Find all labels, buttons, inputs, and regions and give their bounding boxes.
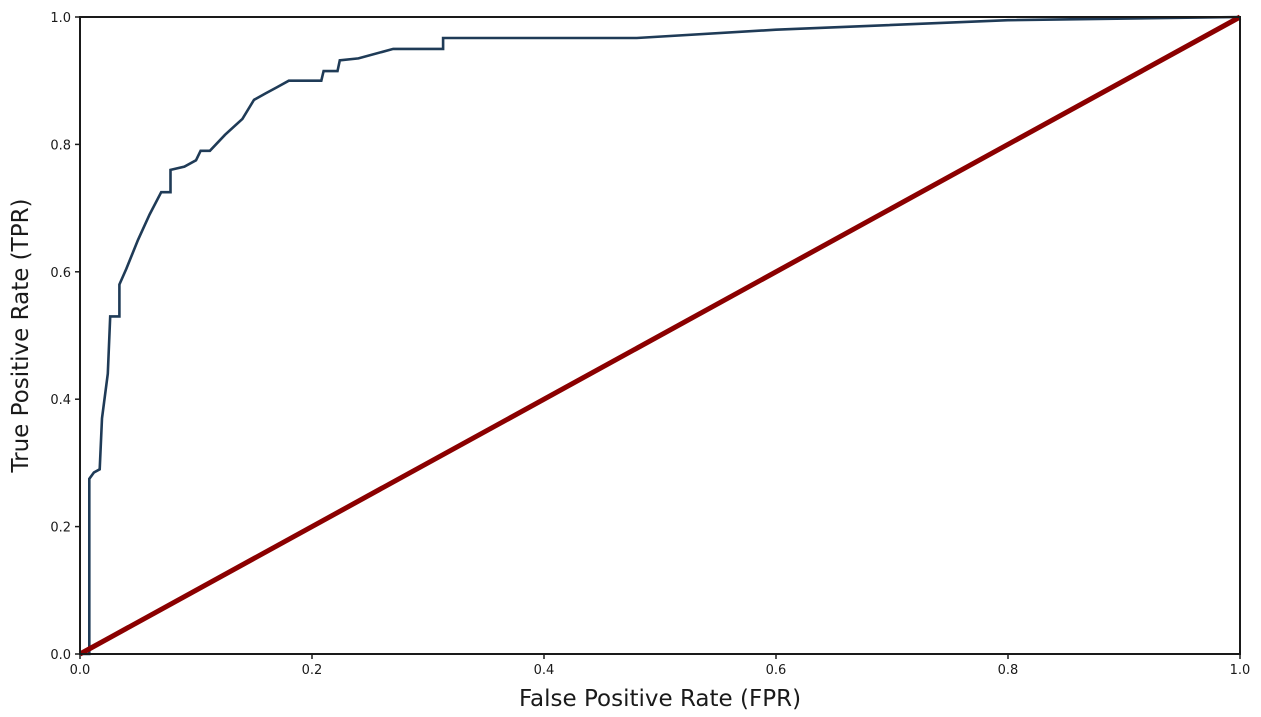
y-axis-ticks: 0.0 0.2 0.4 0.6 0.8 1.0	[50, 11, 80, 663]
x-axis-ticks: 0.0 0.2 0.4 0.6 0.8 1.0	[70, 654, 1251, 678]
x-tick-label: 0.2	[302, 663, 323, 678]
y-tick-label: 0.8	[50, 138, 71, 153]
plot-area-frame	[79, 16, 1241, 655]
x-tick-label: 0.4	[534, 663, 555, 678]
roc-curve-line	[80, 15, 1241, 656]
y-tick-label: 0.4	[50, 393, 71, 408]
y-axis-label: True Positive Rate (TPR)	[8, 198, 34, 473]
x-tick-label: 0.6	[766, 663, 787, 678]
x-tick-label: 1.0	[1230, 663, 1251, 678]
y-tick-label: 0.2	[50, 521, 71, 536]
x-tick-label: 0.0	[70, 663, 91, 678]
x-axis-label: False Positive Rate (FPR)	[519, 686, 801, 712]
random-classifier-diagonal-line	[78, 14, 1242, 657]
y-tick-label: 0.6	[50, 266, 71, 281]
y-tick-label: 1.0	[50, 11, 71, 26]
x-tick-label: 0.8	[998, 663, 1019, 678]
y-tick-label: 0.0	[50, 648, 71, 663]
